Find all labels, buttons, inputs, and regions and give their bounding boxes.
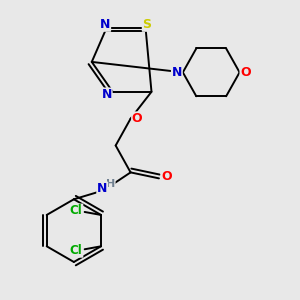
Text: Cl: Cl (70, 204, 83, 217)
Text: O: O (161, 170, 172, 183)
Text: H: H (106, 179, 115, 189)
Text: N: N (101, 88, 112, 101)
Text: O: O (132, 112, 142, 125)
Text: N: N (100, 18, 110, 31)
Text: N: N (97, 182, 107, 195)
Text: Cl: Cl (70, 244, 83, 257)
Text: O: O (240, 66, 251, 79)
Text: N: N (172, 66, 182, 79)
Text: S: S (142, 18, 152, 31)
